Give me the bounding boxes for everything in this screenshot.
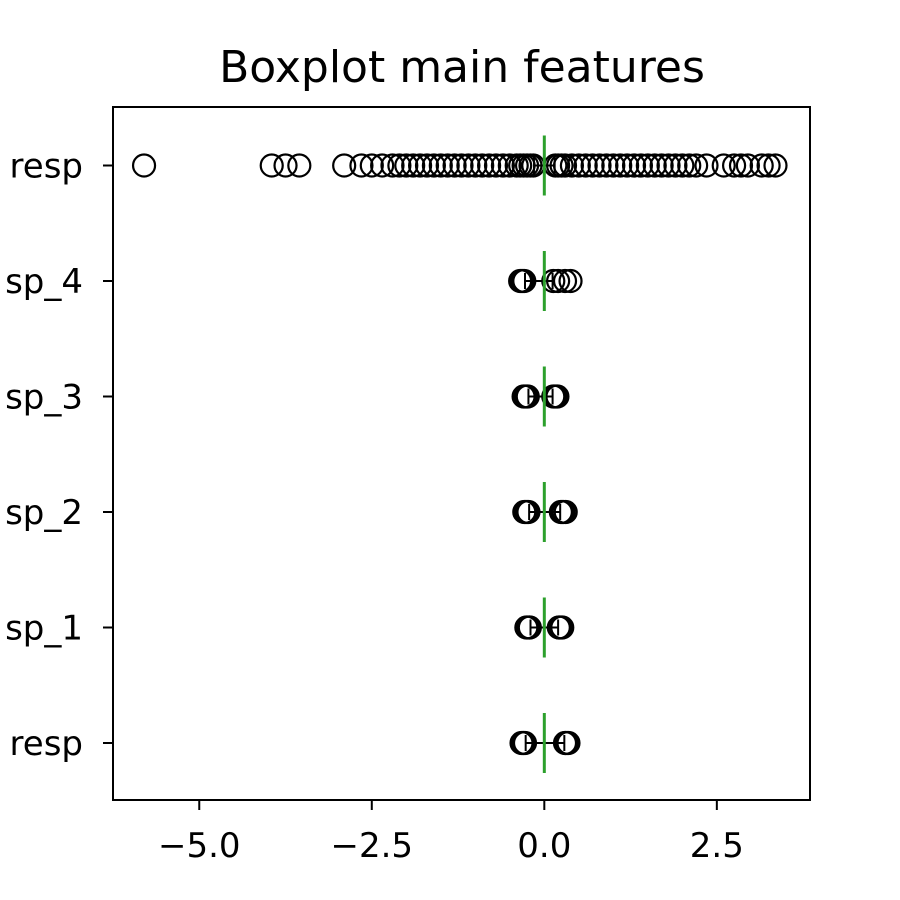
outlier-point bbox=[332, 153, 357, 178]
x-tick-label: −5.0 bbox=[158, 826, 241, 866]
outlier-point bbox=[380, 153, 405, 178]
outlier-point bbox=[483, 153, 509, 178]
outlier-point bbox=[490, 153, 516, 178]
outlier-point bbox=[504, 153, 529, 178]
outlier-point bbox=[684, 153, 709, 178]
box-group-4 bbox=[508, 251, 583, 311]
y-tick-label: sp_4 bbox=[5, 262, 83, 302]
outlier-point bbox=[735, 153, 760, 178]
outlier-point bbox=[477, 153, 502, 178]
outlier-point bbox=[131, 153, 157, 178]
outlier-point bbox=[442, 153, 467, 178]
outlier-point bbox=[449, 153, 474, 178]
outlier-point bbox=[359, 153, 384, 178]
x-tick-label: 0.0 bbox=[517, 826, 571, 866]
outlier-point bbox=[497, 153, 522, 178]
y-tick-label: resp bbox=[10, 147, 83, 187]
outlier-point bbox=[545, 384, 570, 409]
plot-area bbox=[131, 135, 788, 773]
outlier-point bbox=[670, 153, 695, 178]
outlier-point bbox=[656, 153, 681, 178]
outlier-point bbox=[649, 153, 674, 178]
y-tick-label: resp bbox=[10, 724, 83, 764]
outlier-point bbox=[556, 730, 581, 756]
outlier-point bbox=[370, 153, 395, 178]
box-group-0 bbox=[509, 713, 581, 773]
outlier-point bbox=[694, 153, 719, 178]
outlier-point bbox=[587, 153, 612, 178]
chart-title: Boxplot main features bbox=[219, 42, 705, 93]
box-group-1 bbox=[514, 597, 575, 658]
outlier-point bbox=[677, 153, 702, 178]
outlier-point bbox=[435, 153, 460, 178]
x-axis: −5.0 −2.5 0.0 2.5 bbox=[158, 800, 744, 866]
outlier-point bbox=[401, 153, 426, 178]
outlier-point bbox=[273, 153, 298, 178]
outlier-point bbox=[749, 153, 774, 178]
outlier-point bbox=[642, 153, 667, 178]
outlier-point bbox=[546, 268, 571, 294]
outlier-point bbox=[287, 153, 312, 178]
outlier-point bbox=[580, 153, 605, 178]
outlier-point bbox=[550, 615, 575, 640]
outlier-point bbox=[615, 153, 640, 178]
box-group-2 bbox=[512, 482, 578, 542]
outlier-point bbox=[663, 153, 688, 178]
x-tick-label: −2.5 bbox=[331, 826, 414, 866]
outlier-point bbox=[470, 153, 495, 178]
outlier-point bbox=[728, 153, 754, 178]
box-group-5 bbox=[131, 135, 788, 196]
outlier-point bbox=[608, 153, 633, 178]
outlier-point bbox=[553, 499, 578, 525]
outlier-point bbox=[552, 268, 578, 294]
outlier-point bbox=[514, 615, 539, 640]
outlier-point bbox=[756, 153, 781, 178]
outlier-point bbox=[387, 153, 412, 178]
outlier-point bbox=[414, 153, 440, 178]
outlier-point bbox=[259, 153, 284, 178]
outlier-point bbox=[635, 153, 660, 178]
y-tick-label: sp_3 bbox=[5, 378, 83, 418]
y-tick-label: sp_1 bbox=[5, 609, 83, 649]
outlier-point bbox=[421, 153, 446, 178]
outlier-point bbox=[509, 730, 534, 756]
outlier-point bbox=[394, 153, 419, 178]
y-tick-label: sp_2 bbox=[5, 493, 83, 533]
outlier-point bbox=[463, 153, 488, 178]
outlier-point bbox=[763, 153, 788, 178]
outlier-point bbox=[711, 153, 736, 178]
outlier-point bbox=[573, 153, 598, 178]
outlier-point bbox=[349, 153, 374, 178]
outlier-point bbox=[566, 153, 591, 178]
outlier-point bbox=[407, 153, 433, 178]
outlier-point bbox=[512, 499, 537, 525]
outlier-point bbox=[428, 153, 453, 178]
outlier-point bbox=[558, 268, 583, 294]
outlier-point bbox=[456, 153, 481, 178]
outlier-point bbox=[601, 153, 626, 178]
x-tick-label: 2.5 bbox=[690, 826, 744, 866]
outlier-point bbox=[559, 153, 585, 178]
outlier-point bbox=[594, 153, 619, 178]
box-group-3 bbox=[511, 366, 570, 427]
axes-frame bbox=[112, 106, 811, 801]
outlier-point bbox=[552, 153, 578, 178]
outlier-point bbox=[628, 153, 654, 178]
outlier-point bbox=[511, 384, 536, 409]
outlier-point bbox=[508, 268, 533, 294]
outlier-point bbox=[721, 153, 747, 178]
outlier-point bbox=[621, 153, 647, 178]
